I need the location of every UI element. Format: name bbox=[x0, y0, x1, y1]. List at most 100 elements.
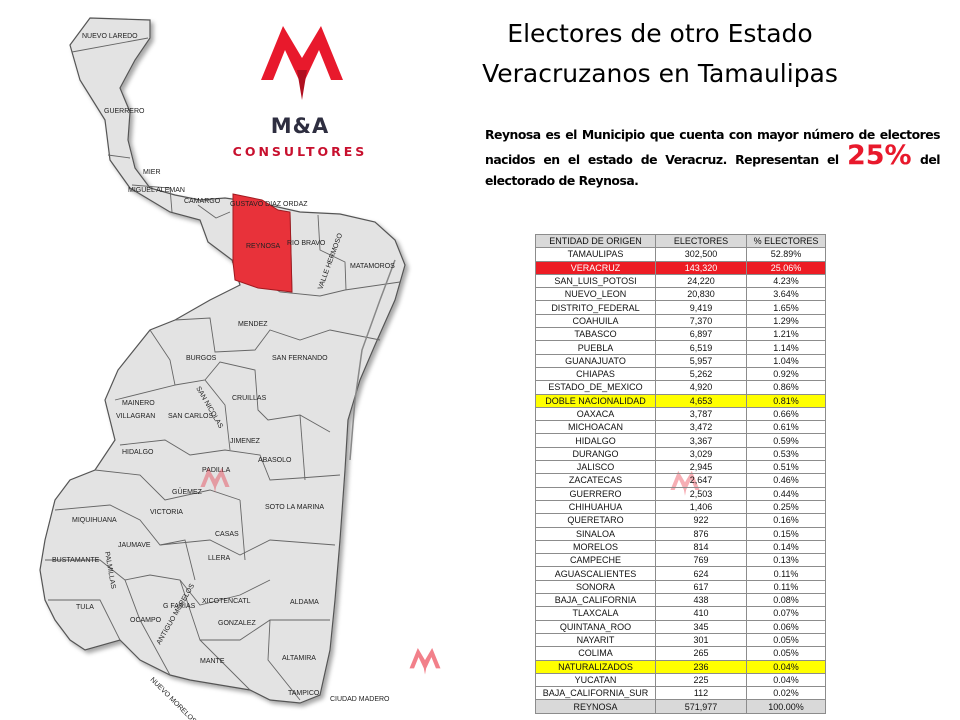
cell-entity: GUANAJUATO bbox=[535, 353, 656, 368]
cell-voters: 225 bbox=[655, 672, 747, 688]
cell-voters: 3,029 bbox=[655, 446, 747, 462]
svg-text:CIUDAD MADERO: CIUDAD MADERO bbox=[330, 696, 390, 703]
cell-voters: 112 bbox=[655, 686, 747, 701]
table-row: NUEVO_LEON 20,830 3.64% bbox=[535, 287, 826, 302]
cell-entity: AGUASCALIENTES bbox=[535, 566, 656, 581]
svg-text:GUSTAVO DIAZ ORDAZ: GUSTAVO DIAZ ORDAZ bbox=[230, 201, 308, 208]
cell-voters: 1,406 bbox=[655, 499, 747, 515]
municipal-borders bbox=[45, 37, 401, 701]
svg-text:JAUMAVE: JAUMAVE bbox=[118, 542, 151, 549]
cell-pct: 0.66% bbox=[746, 406, 826, 422]
svg-text:BUSTAMANTE: BUSTAMANTE bbox=[52, 557, 100, 564]
cell-pct: 52.89% bbox=[746, 247, 826, 262]
cell-voters: 9,419 bbox=[655, 300, 747, 315]
cell-entity: OAXACA bbox=[535, 406, 656, 422]
cell-voters: 3,367 bbox=[655, 433, 747, 448]
table-row: CHIHUAHUA 1,406 0.25% bbox=[535, 499, 826, 515]
cell-pct: 0.06% bbox=[746, 619, 826, 634]
svg-text:PADILLA: PADILLA bbox=[202, 467, 231, 474]
svg-text:MIGUEL ALEMAN: MIGUEL ALEMAN bbox=[128, 187, 185, 194]
table-row: CAMPECHE 769 0.13% bbox=[535, 553, 826, 568]
description-text: Reynosa es el Municipio que cuenta con m… bbox=[485, 127, 941, 167]
svg-text:GÜEMEZ: GÜEMEZ bbox=[172, 488, 203, 496]
svg-text:MENDEZ: MENDEZ bbox=[238, 321, 268, 328]
svg-text:VILLAGRAN: VILLAGRAN bbox=[116, 413, 155, 420]
cell-voters: 4,920 bbox=[655, 380, 747, 395]
table-header-row: ENTIDAD DE ORIGEN ELECTORES % ELECTORES bbox=[535, 233, 826, 249]
cell-pct: 0.05% bbox=[746, 646, 826, 661]
svg-text:NUEVO MORELOS: NUEVO MORELOS bbox=[149, 676, 198, 720]
cell-pct: 0.61% bbox=[746, 420, 826, 435]
cell-voters: 143,320 bbox=[655, 260, 747, 275]
table-row: PUEBLA 6,519 1.14% bbox=[535, 340, 826, 355]
svg-text:TULA: TULA bbox=[76, 604, 94, 611]
cell-pct: 0.07% bbox=[746, 606, 826, 621]
table-row: MICHOACAN 3,472 0.61% bbox=[535, 420, 826, 435]
logo-name: M&A bbox=[270, 114, 330, 138]
table-row: DURANGO 3,029 0.53% bbox=[535, 446, 826, 462]
cell-entity: DOBLE NACIONALIDAD bbox=[535, 393, 656, 408]
cell-entity: DISTRITO_FEDERAL bbox=[535, 300, 656, 315]
table-row: TLAXCALA 410 0.07% bbox=[535, 606, 826, 621]
cell-pct: 0.53% bbox=[746, 446, 826, 462]
svg-text:ALDAMA: ALDAMA bbox=[290, 599, 319, 606]
cell-voters: 24,220 bbox=[655, 273, 747, 289]
cell-pct: 0.08% bbox=[746, 593, 826, 608]
cell-voters: 6,519 bbox=[655, 340, 747, 355]
cell-pct: 4.23% bbox=[746, 273, 826, 289]
total-pct: 100.00% bbox=[746, 699, 826, 714]
cell-voters: 3,472 bbox=[655, 420, 747, 435]
svg-text:LLERA: LLERA bbox=[208, 555, 231, 562]
title-line-1: Electores de otro Estado bbox=[507, 19, 813, 48]
svg-text:SOTO LA MARINA: SOTO LA MARINA bbox=[265, 504, 324, 511]
svg-text:ALTAMIRA: ALTAMIRA bbox=[282, 655, 316, 662]
cell-voters: 769 bbox=[655, 553, 747, 568]
logo-subtitle: CONSULTORES bbox=[232, 144, 368, 159]
cell-entity: JALISCO bbox=[535, 460, 656, 475]
svg-text:MAINERO: MAINERO bbox=[122, 400, 155, 407]
title-line-2: Veracruzanos en Tamaulipas bbox=[482, 59, 838, 88]
cell-entity: CHIAPAS bbox=[535, 366, 656, 382]
table-row: MORELOS 814 0.14% bbox=[535, 539, 826, 555]
svg-text:MANTE: MANTE bbox=[200, 658, 225, 665]
cell-pct: 1.21% bbox=[746, 327, 826, 342]
cell-pct: 0.92% bbox=[746, 366, 826, 382]
svg-text:REYNOSA: REYNOSA bbox=[246, 243, 281, 250]
cell-entity: MORELOS bbox=[535, 539, 656, 555]
svg-text:OCAMPO: OCAMPO bbox=[130, 617, 162, 624]
cell-voters: 265 bbox=[655, 646, 747, 661]
cell-voters: 302,500 bbox=[655, 247, 747, 262]
table-row: ESTADO_DE_MEXICO 4,920 0.86% bbox=[535, 380, 826, 395]
cell-entity: QUINTANA_ROO bbox=[535, 619, 656, 634]
electors-table: ENTIDAD DE ORIGEN ELECTORES % ELECTORES … bbox=[535, 233, 826, 714]
cell-entity: QUERETARO bbox=[535, 513, 656, 528]
cell-pct: 25.06% bbox=[746, 260, 826, 275]
table-row: QUINTANA_ROO 345 0.06% bbox=[535, 619, 826, 634]
cell-pct: 1.14% bbox=[746, 340, 826, 355]
description-highlight: 25% bbox=[846, 140, 912, 171]
watermark-logo bbox=[175, 465, 255, 502]
cell-pct: 0.16% bbox=[746, 513, 826, 528]
watermark-mark-icon bbox=[409, 648, 441, 675]
svg-text:SAN CARLOS: SAN CARLOS bbox=[168, 413, 213, 420]
svg-text:MIQUIHUANA: MIQUIHUANA bbox=[72, 517, 117, 524]
header-pct: % ELECTORES bbox=[746, 233, 826, 249]
table-row: NAYARIT 301 0.05% bbox=[535, 632, 826, 648]
total-voters: 571,977 bbox=[655, 699, 747, 714]
table-row: TABASCO 6,897 1.21% bbox=[535, 327, 826, 342]
svg-text:JIMENEZ: JIMENEZ bbox=[230, 438, 261, 445]
cell-voters: 5,957 bbox=[655, 353, 747, 368]
reynosa-area[interactable] bbox=[232, 193, 293, 293]
table-row: DISTRITO_FEDERAL 9,419 1.65% bbox=[535, 300, 826, 315]
cell-entity: CAMPECHE bbox=[535, 553, 656, 568]
table-total-row: REYNOSA 571,977 100.00% bbox=[535, 699, 826, 714]
svg-text:XICOTENCATL: XICOTENCATL bbox=[202, 598, 251, 605]
svg-text:HIDALGO: HIDALGO bbox=[122, 449, 154, 456]
description-text-end: del electorado de Reynosa. bbox=[485, 152, 940, 188]
cell-entity: DURANGO bbox=[535, 446, 656, 462]
table-row: ZACATECAS 2,647 0.46% bbox=[535, 473, 826, 488]
svg-text:CAMARGO: CAMARGO bbox=[184, 198, 221, 205]
cell-pct: 1.04% bbox=[746, 353, 826, 368]
cell-voters: 617 bbox=[655, 579, 747, 595]
table-row: COLIMA 265 0.05% bbox=[535, 646, 826, 661]
